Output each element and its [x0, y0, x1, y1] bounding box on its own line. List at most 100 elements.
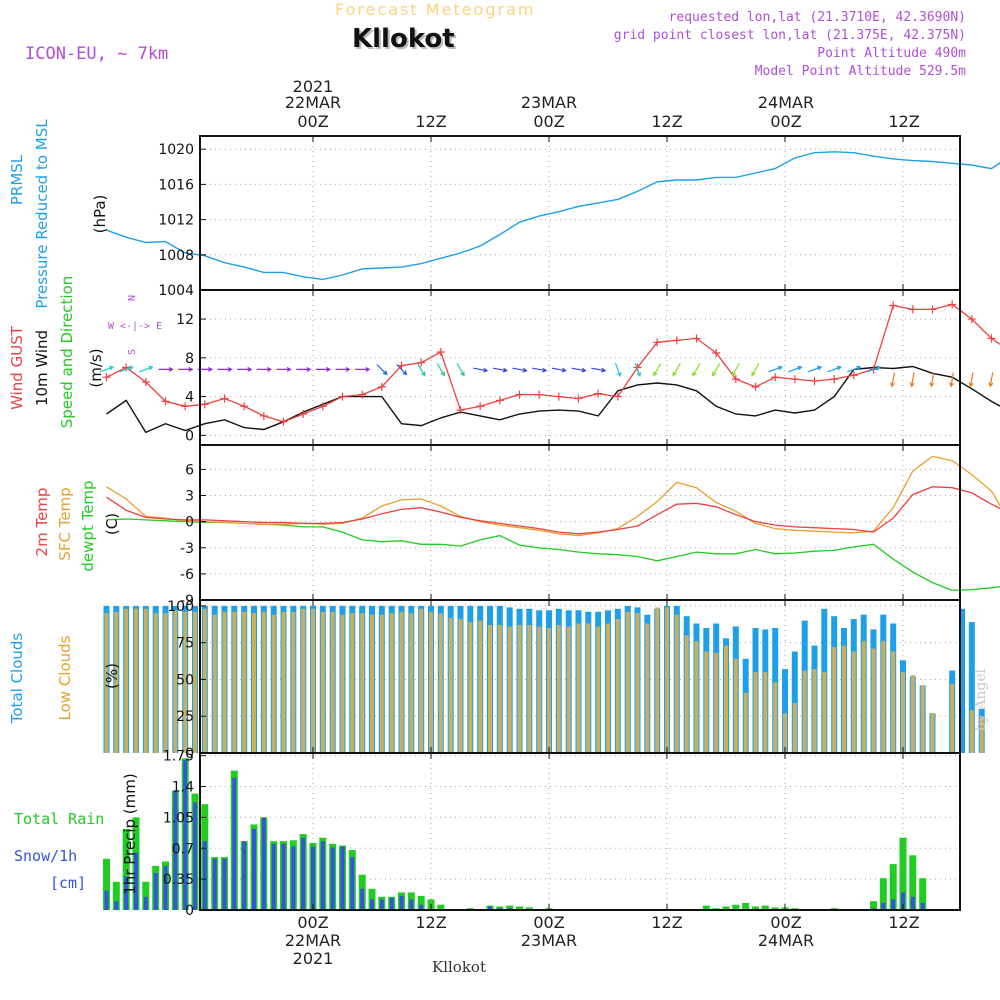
rain-bar: [506, 905, 514, 910]
low-cloud-bar: [173, 610, 178, 753]
low-cloud-bar: [724, 645, 728, 753]
low-cloud-bar: [291, 611, 296, 753]
gust-marker: [397, 361, 406, 370]
low-cloud-bar: [114, 611, 119, 753]
pressure-label-long: Pressure Reduced to MSL: [33, 119, 51, 309]
low-cloud-bar: [812, 669, 817, 753]
gust-marker: [731, 375, 740, 384]
low-cloud-bar: [242, 611, 247, 753]
rain-bar: [771, 907, 779, 910]
snow-bar: [399, 895, 404, 910]
rain-bar: [142, 881, 150, 910]
low-cloud-bar: [586, 623, 591, 753]
model-altitude: Model Point Altitude 529.5m: [754, 64, 966, 79]
low-cloud-bar: [497, 625, 502, 753]
wind-direction-arrow: [396, 364, 408, 376]
gust-series-line: [106, 303, 1000, 423]
gust-marker: [712, 348, 721, 357]
y-tick-label: 1004: [158, 283, 194, 299]
panel-frames: [199, 135, 961, 911]
snow-bar: [320, 841, 325, 910]
snow-bar: [419, 904, 424, 910]
wind-direction-arrow: [551, 367, 567, 373]
snow-bar: [163, 865, 168, 910]
low-cloud-bar: [566, 626, 571, 753]
snow-bar: [143, 896, 148, 910]
low-cloud-bar: [655, 607, 660, 753]
footer-location: Kllokot: [432, 958, 486, 976]
snow-bar: [291, 846, 296, 910]
y-tick-label: 3: [185, 489, 194, 505]
rain-bar: [702, 905, 710, 910]
bottom-tick-label: 12Z: [651, 913, 682, 932]
gust-marker: [377, 382, 386, 391]
low-cloud-bar: [488, 625, 492, 753]
wind-direction-arrow: [119, 365, 134, 373]
gust-marker: [672, 336, 681, 345]
top-tick-label: 00Z: [770, 112, 801, 131]
gust-marker: [161, 397, 170, 406]
gust-marker: [889, 301, 898, 310]
total-cloud-bar: [782, 669, 788, 753]
wind-direction-arrow: [217, 366, 233, 372]
low-cloud-bar: [311, 608, 315, 753]
gust-marker: [456, 406, 465, 415]
low-cloud-bar: [891, 651, 896, 753]
wind-direction-arrow: [335, 366, 351, 372]
low-cloud-bar: [694, 641, 699, 753]
wind-direction-arrow: [315, 366, 332, 372]
y-tick-label: 1012: [158, 213, 194, 229]
gust-marker: [102, 373, 111, 382]
bottom-tick-label: 00Z: [533, 913, 564, 932]
low-cloud-bar: [773, 682, 778, 753]
y-tick-label: 1016: [158, 177, 194, 193]
low-cloud-bar: [448, 617, 453, 753]
wind-label: 10m Wind: [33, 330, 51, 406]
gust-marker: [535, 390, 544, 399]
snow-bar: [360, 888, 365, 910]
pressure-unit: (hPa): [91, 195, 109, 234]
low-cloud-bar: [252, 613, 256, 753]
wind-direction-arrow: [751, 363, 760, 377]
wind-direction-arrow: [591, 367, 607, 373]
low-cloud-bar: [222, 611, 227, 753]
low-cloud-bar: [202, 608, 207, 753]
y-tick-label: 1008: [158, 248, 194, 264]
bottom-tick-label: 12Z: [415, 913, 446, 932]
snow-bar: [281, 843, 286, 910]
y-tick-label: 0.35: [163, 872, 194, 888]
low-cloud-bar: [871, 648, 876, 753]
low-cloud-bar: [665, 607, 669, 753]
bottom-year-label: 2021: [293, 949, 334, 968]
low-cloud-bar: [468, 622, 473, 753]
snow-bar: [232, 777, 237, 910]
low-cloud-bar: [261, 611, 266, 753]
low-cloud-bar: [763, 672, 768, 753]
snow-bar: [389, 897, 394, 910]
wind-direction-arrow: [968, 372, 974, 388]
y-tick-label: 0: [185, 515, 194, 531]
low-cloud-bar: [389, 613, 394, 753]
low-cloud-bar: [635, 613, 640, 753]
rain-bar: [889, 864, 897, 910]
model-label: ICON-EU, ~ 7km: [25, 44, 169, 64]
gust-marker: [594, 389, 603, 398]
gust-marker: [948, 300, 957, 309]
low-cloud-bar: [193, 611, 197, 753]
low-cloud-bar: [301, 608, 306, 753]
wind-direction-arrow: [949, 372, 954, 388]
bottom-tick-label: 00Z: [297, 913, 328, 932]
wind-unit: (m/s): [87, 348, 105, 387]
low-cloud-bar: [684, 635, 689, 753]
snow-bar: [340, 846, 345, 910]
low-cloud-bar: [438, 613, 443, 753]
wind-direction-arrow: [692, 363, 701, 377]
rain-bar: [899, 837, 907, 910]
wind-direction-arrow: [256, 366, 273, 372]
low-cloud-bar: [537, 626, 542, 753]
y-tick-label: -3: [180, 541, 194, 557]
snow-bar: [370, 899, 374, 910]
gust-marker: [908, 305, 917, 314]
gust-marker: [830, 375, 839, 384]
low-cloud-bar: [281, 611, 286, 753]
